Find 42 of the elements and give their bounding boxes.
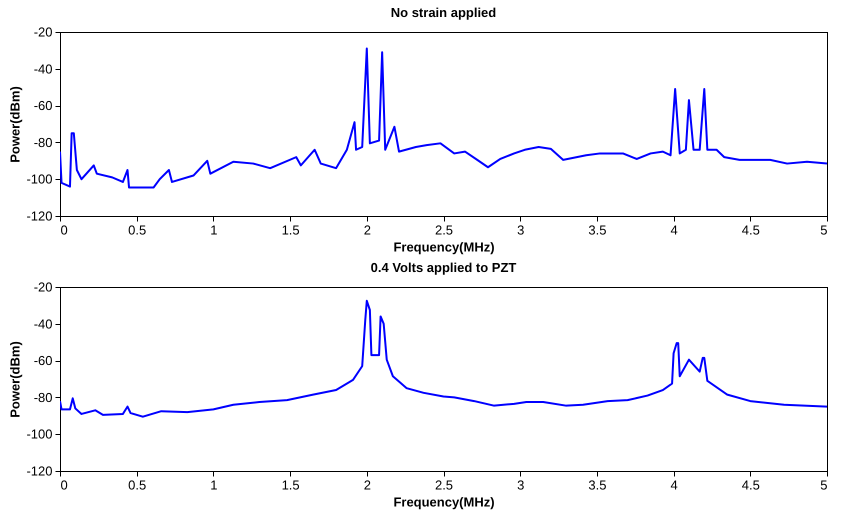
x-tick-label: 0 xyxy=(60,478,68,492)
x-tick-label: 1.5 xyxy=(282,478,300,492)
chart-title: 0.4 Volts applied to PZT xyxy=(370,260,516,275)
x-tick-label: 1 xyxy=(210,478,218,492)
x-tick-label: 3 xyxy=(517,222,524,238)
line-series xyxy=(60,300,827,418)
y-tick-label: -40 xyxy=(34,61,52,76)
y-tick-label: -60 xyxy=(34,353,52,368)
y-tick-label: -80 xyxy=(34,134,52,150)
x-tick-label: 0.5 xyxy=(128,478,146,492)
line-series xyxy=(60,48,827,188)
x-axis-title: Frequency(MHz) xyxy=(393,494,495,510)
x-tick-label: 0.5 xyxy=(128,222,146,238)
x-tick-label: 3.5 xyxy=(588,222,606,238)
x-tick-label: 1 xyxy=(210,222,218,238)
x-tick-label: 1.5 xyxy=(282,222,300,238)
x-tick-label: 2 xyxy=(364,478,371,492)
x-tick-label: 2.5 xyxy=(434,478,454,492)
y-tick-label: -100 xyxy=(26,426,52,442)
y-tick-label: -40 xyxy=(34,316,52,332)
y-tick-label: -20 xyxy=(34,24,52,40)
y-tick-label: -20 xyxy=(34,280,52,294)
y-axis-title: Power(dBm) xyxy=(7,86,22,163)
x-tick-label: 5 xyxy=(820,478,828,492)
y-tick-label: -80 xyxy=(34,390,52,405)
x-tick-label: 4 xyxy=(670,478,678,492)
y-axis-title: Power(dBm) xyxy=(7,341,22,418)
x-tick-label: 3 xyxy=(517,478,524,492)
y-tick-label: -60 xyxy=(34,98,52,114)
x-tick-label: 5 xyxy=(820,222,828,238)
y-tick-label: -100 xyxy=(26,172,52,187)
x-axis-title: Frequency(MHz) xyxy=(393,240,495,254)
chart-title: No strain applied xyxy=(390,5,496,20)
x-tick-label: 4 xyxy=(670,222,678,238)
x-tick-label: 4.5 xyxy=(742,222,760,238)
x-tick-label: 0 xyxy=(60,222,68,238)
x-tick-label: 2 xyxy=(364,222,371,238)
x-tick-label: 3.5 xyxy=(588,478,606,492)
y-tick-label: -120 xyxy=(26,464,52,478)
y-tick-label: -120 xyxy=(26,208,52,224)
x-tick-label: 2.5 xyxy=(434,222,454,238)
x-tick-label: 4.5 xyxy=(742,478,760,492)
